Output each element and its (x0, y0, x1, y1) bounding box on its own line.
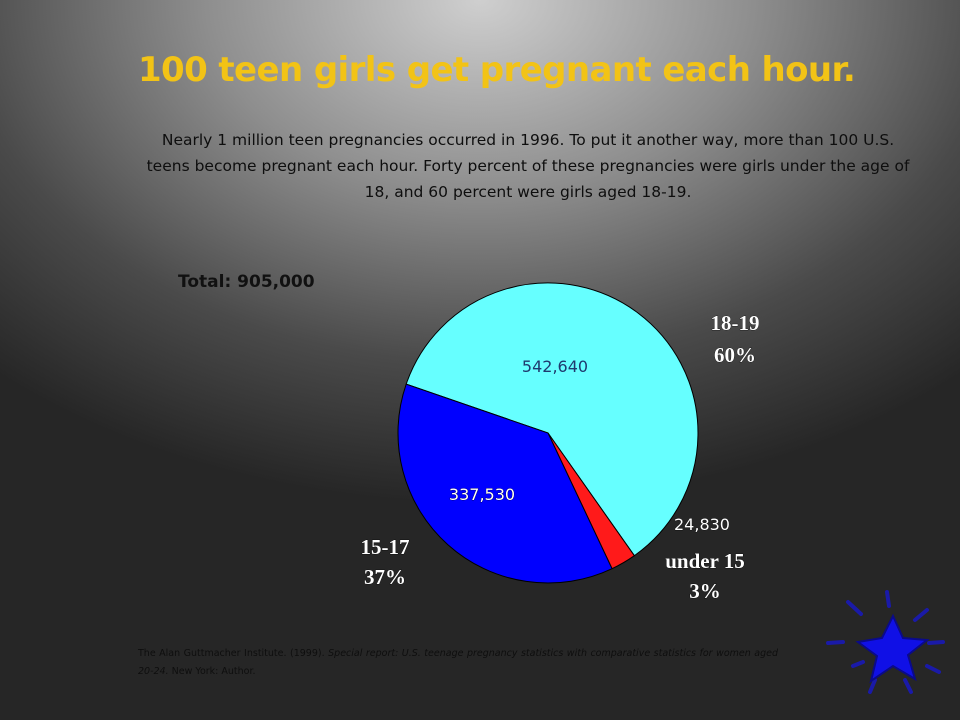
total-label: Total: 905,000 (178, 272, 315, 292)
slide-title: 100 teen girls get pregnant each hour. (138, 50, 856, 90)
pie-slices (397, 282, 699, 584)
citation-author: The Alan Guttmacher Institute. (1999). (138, 648, 325, 659)
citation-work: Special report: U.S. teenage pregnancy s… (138, 648, 778, 677)
category-label-18-19: 18-19 (711, 311, 760, 335)
slice-value-label-15-17: 337,530 (449, 485, 515, 504)
blue-star-icon (826, 590, 945, 694)
percent-label-under-15: 3% (689, 579, 721, 603)
pie-slice-18-19 (405, 282, 699, 557)
citation-publisher: New York: Author. (171, 666, 256, 677)
percent-label-18-19: 60% (714, 343, 756, 367)
category-label-15-17: 15-17 (361, 535, 410, 559)
pie-slice-15-17 (397, 383, 613, 584)
percent-label-15-17: 37% (364, 565, 406, 589)
slice-value-label-18-19: 542,640 (522, 357, 588, 376)
category-label-under-15: under 15 (665, 549, 745, 573)
intro-paragraph: Nearly 1 million teen pregnancies occurr… (146, 131, 910, 201)
citation: The Alan Guttmacher Institute. (1999). S… (138, 645, 778, 681)
slice-value-label-under-15: 24,830 (674, 515, 730, 534)
